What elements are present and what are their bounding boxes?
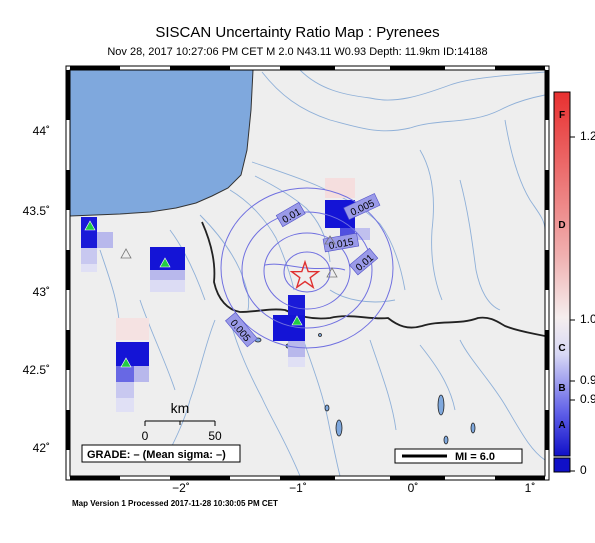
grade-box: GRADE: – (Mean sigma: –) bbox=[81, 444, 241, 463]
colorbar-grade-letter: B bbox=[558, 383, 566, 394]
mi-legend-text: MI = 6.0 bbox=[455, 451, 495, 463]
colorbar-grade-letter: F bbox=[558, 110, 566, 121]
rivers bbox=[99, 70, 545, 476]
colorbar-grade-letter: C bbox=[558, 343, 566, 354]
lon-tick: 1˚ bbox=[524, 481, 536, 495]
station-icon bbox=[84, 220, 96, 231]
country-border bbox=[201, 221, 545, 337]
colorbar-tick: 0.9 bbox=[580, 373, 595, 387]
lat-tick: 43.5˚ bbox=[22, 204, 50, 218]
lon-tick: −1˚ bbox=[289, 481, 307, 495]
station-icon bbox=[159, 257, 171, 268]
colorbar-tick: 0.9 bbox=[580, 392, 595, 406]
lat-tick: 42˚ bbox=[32, 441, 50, 455]
station-icon bbox=[120, 357, 132, 368]
epicenter-star-icon bbox=[289, 259, 321, 290]
scale-bar: km 0 50 bbox=[142, 400, 222, 443]
uncertainty-cells bbox=[81, 178, 370, 412]
lat-tick: 42.5˚ bbox=[22, 363, 50, 377]
lat-tick: 43˚ bbox=[32, 285, 50, 299]
colorbar-tick: 1.0 bbox=[580, 312, 595, 326]
colorbar-tick: 1.2 bbox=[580, 129, 595, 143]
colorbar-tick: 0 bbox=[580, 463, 587, 477]
map-area: 0.01 0.005 0.015 0.01 0.005 bbox=[70, 70, 545, 476]
scale-bar-unit: km bbox=[171, 400, 190, 416]
map-version-footer: Map Version 1 Processed 2017-11-28 10:30… bbox=[72, 499, 278, 508]
lon-tick: 0˚ bbox=[407, 481, 419, 495]
map-title: SISCAN Uncertainty Ratio Map : Pyrenees bbox=[155, 24, 440, 41]
lat-tick: 44˚ bbox=[32, 124, 50, 138]
scale-bar-end: 50 bbox=[208, 429, 222, 443]
station-icon bbox=[326, 267, 338, 278]
grade-text: GRADE: – (Mean sigma: –) bbox=[87, 449, 226, 461]
colorbar bbox=[553, 91, 575, 473]
event-subtitle: Nov 28, 2017 10:27:06 PM CET M 2.0 N43.1… bbox=[107, 46, 488, 58]
scale-bar-start: 0 bbox=[142, 429, 149, 443]
mi-legend: MI = 6.0 bbox=[394, 448, 523, 464]
lon-tick: −2˚ bbox=[172, 481, 190, 495]
uncertainty-contours bbox=[220, 187, 394, 349]
colorbar-grade-letter: D bbox=[558, 220, 566, 231]
station-icon bbox=[324, 235, 336, 245]
stations bbox=[84, 220, 338, 368]
colorbar-grade-letter: A bbox=[558, 420, 566, 431]
map-border bbox=[65, 65, 550, 481]
station-icon bbox=[291, 315, 303, 326]
station-icon bbox=[120, 248, 132, 259]
contour-label: 0.015 bbox=[328, 237, 355, 252]
bay-of-biscay-water bbox=[70, 70, 254, 217]
